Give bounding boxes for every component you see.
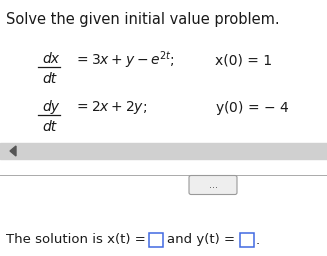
Text: $= 2x + 2y$;: $= 2x + 2y$; [74, 100, 147, 116]
Text: dy: dy [42, 100, 59, 114]
FancyBboxPatch shape [189, 176, 237, 195]
Text: Solve the given initial value problem.: Solve the given initial value problem. [6, 12, 280, 27]
Bar [0, 143, 327, 159]
Text: and y(t) =: and y(t) = [167, 233, 235, 247]
Text: dt: dt [42, 72, 56, 86]
Text: dx: dx [42, 52, 59, 66]
Text: x(0) = 1: x(0) = 1 [215, 53, 272, 67]
Bar [240, 233, 254, 247]
Text: $= 3x + y - e^{2t}$;: $= 3x + y - e^{2t}$; [74, 49, 175, 71]
Text: .: . [256, 233, 260, 247]
Text: ...: ... [209, 180, 217, 190]
Text: y(0) = $-$ 4: y(0) = $-$ 4 [215, 99, 289, 117]
Bar [149, 233, 163, 247]
Text: The solution is x(t) =: The solution is x(t) = [6, 233, 146, 247]
Text: dt: dt [42, 120, 56, 134]
Polygon shape [10, 146, 16, 156]
